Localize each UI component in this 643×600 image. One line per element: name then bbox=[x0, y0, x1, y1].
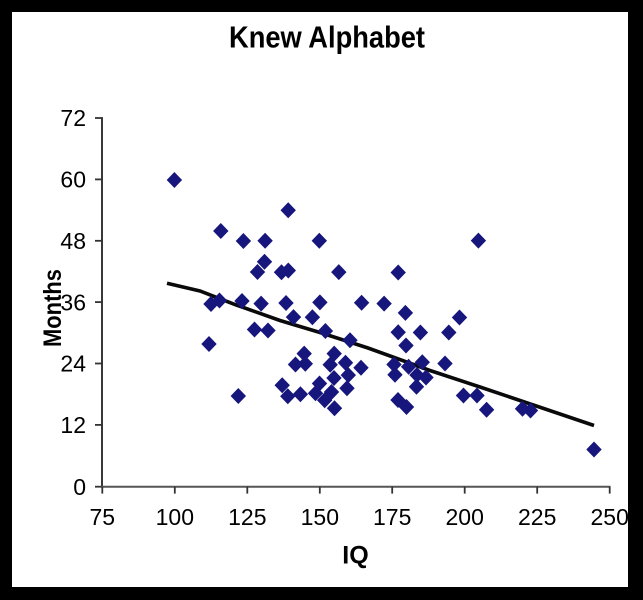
svg-text:60: 60 bbox=[60, 167, 86, 193]
svg-text:36: 36 bbox=[60, 289, 86, 315]
svg-text:175: 175 bbox=[373, 504, 411, 530]
svg-text:IQ: IQ bbox=[342, 542, 368, 570]
svg-text:75: 75 bbox=[90, 504, 116, 530]
svg-text:225: 225 bbox=[518, 504, 556, 530]
svg-text:Months: Months bbox=[39, 269, 67, 347]
svg-text:72: 72 bbox=[60, 105, 86, 131]
svg-text:24: 24 bbox=[60, 351, 86, 377]
svg-text:150: 150 bbox=[301, 504, 339, 530]
svg-text:12: 12 bbox=[60, 412, 86, 438]
svg-text:Knew Alphabet: Knew Alphabet bbox=[229, 20, 425, 55]
svg-text:200: 200 bbox=[446, 504, 484, 530]
svg-text:100: 100 bbox=[156, 504, 194, 530]
svg-text:0: 0 bbox=[73, 474, 86, 500]
svg-text:250: 250 bbox=[591, 504, 629, 530]
svg-text:125: 125 bbox=[228, 504, 266, 530]
svg-text:48: 48 bbox=[60, 228, 86, 254]
